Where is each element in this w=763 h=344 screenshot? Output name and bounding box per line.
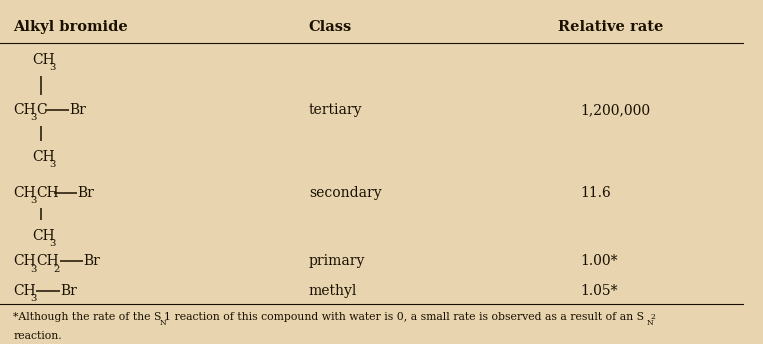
Text: 1 reaction of this compound with water is 0, a small rate is observed as a resul: 1 reaction of this compound with water i…: [164, 312, 644, 322]
Text: 2: 2: [651, 313, 655, 321]
Text: 1.00*: 1.00*: [581, 255, 618, 268]
Text: C: C: [37, 103, 47, 117]
Text: CH: CH: [37, 186, 59, 200]
Text: CH: CH: [14, 284, 36, 298]
Text: Br: Br: [83, 255, 100, 268]
Text: 2: 2: [53, 265, 60, 273]
Text: tertiary: tertiary: [309, 103, 362, 117]
Text: CH: CH: [14, 103, 36, 117]
Text: Br: Br: [69, 103, 85, 117]
Text: CH: CH: [32, 229, 55, 243]
Text: 3: 3: [50, 160, 56, 169]
Text: 3: 3: [50, 239, 56, 248]
Text: Class: Class: [309, 20, 352, 34]
Text: N: N: [647, 319, 654, 327]
Text: Br: Br: [60, 284, 77, 298]
Text: CH: CH: [37, 255, 59, 268]
Text: reaction.: reaction.: [14, 331, 62, 342]
Text: primary: primary: [309, 255, 365, 268]
Text: CH: CH: [14, 186, 36, 200]
Text: 11.6: 11.6: [581, 186, 611, 200]
Text: CH: CH: [32, 53, 55, 67]
Text: 3: 3: [31, 113, 37, 122]
Text: Br: Br: [77, 186, 95, 200]
Text: Relative rate: Relative rate: [558, 20, 663, 34]
Text: 1,200,000: 1,200,000: [581, 103, 651, 117]
Text: methyl: methyl: [309, 284, 357, 298]
Text: N: N: [160, 319, 166, 327]
Text: 3: 3: [31, 265, 37, 273]
Text: *Although the rate of the S: *Although the rate of the S: [14, 312, 162, 322]
Text: 1.05*: 1.05*: [581, 284, 618, 298]
Text: Alkyl bromide: Alkyl bromide: [14, 20, 128, 34]
Text: 3: 3: [31, 294, 37, 303]
Text: 3: 3: [50, 63, 56, 72]
Text: 3: 3: [31, 196, 37, 205]
Text: CH: CH: [14, 255, 36, 268]
Text: secondary: secondary: [309, 186, 382, 200]
Text: CH: CH: [32, 150, 55, 163]
